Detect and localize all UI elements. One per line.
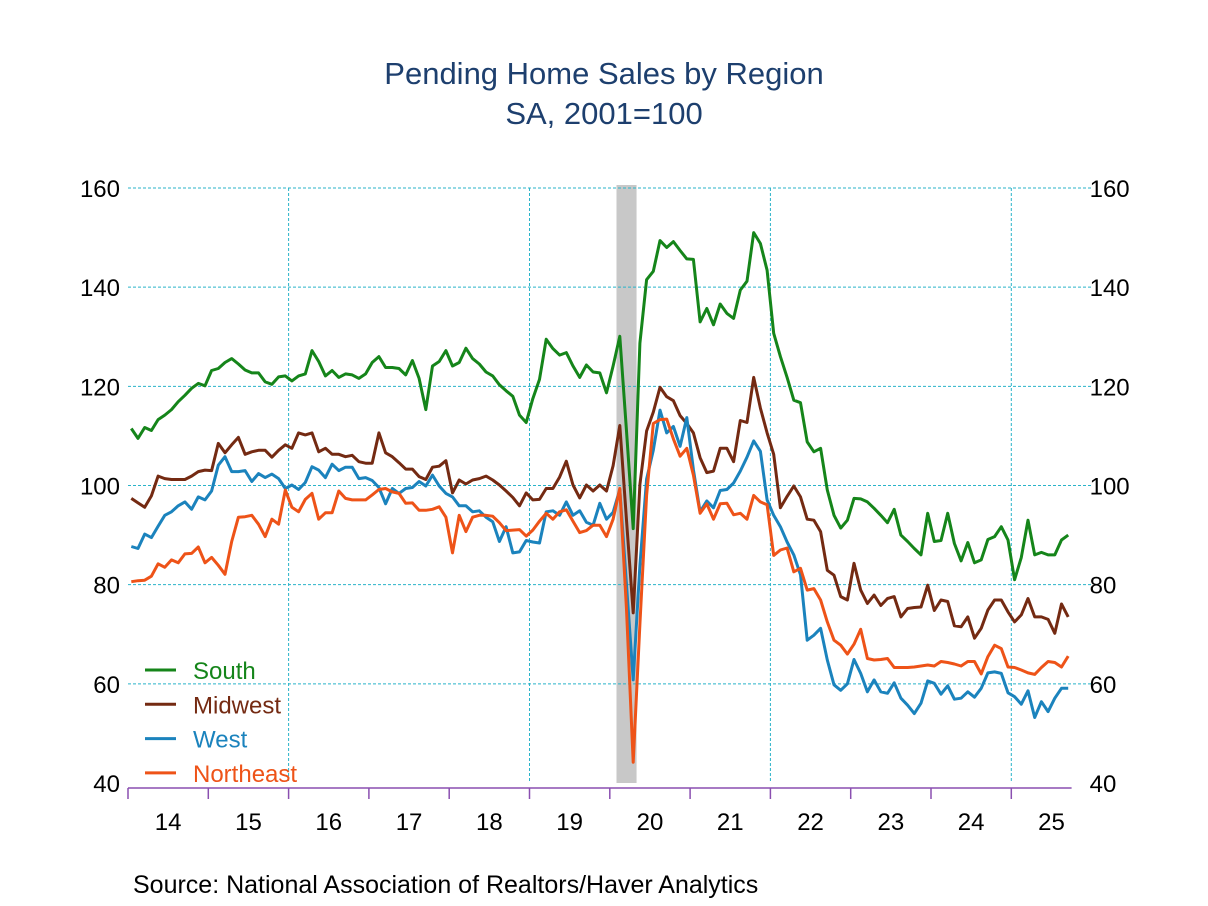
series-line-midwest (130, 375, 1070, 640)
y-tick-label-left: 120 (80, 374, 120, 401)
series-line-northeast (131, 417, 1070, 764)
legend-label-midwest: Midwest (193, 692, 281, 719)
y-tick-label-left: 60 (93, 672, 120, 699)
x-tick-label: 21 (717, 809, 744, 836)
y-tick-label-right: 160 (1090, 176, 1130, 203)
y-tick-label-left: 80 (93, 573, 120, 600)
y-tick-label-right: 140 (1090, 275, 1130, 302)
y-axis-left: 40 60 80 100 120 140 160 (80, 176, 120, 798)
legend-label-west: West (193, 727, 248, 754)
x-tick-label: 20 (637, 809, 664, 836)
x-tick-label: 17 (396, 809, 423, 836)
recession-shading-layer (616, 185, 637, 783)
y-tick-label-left: 40 (93, 771, 120, 798)
y-tick-label-left: 140 (80, 275, 120, 302)
x-tick-label: 22 (797, 809, 824, 836)
y-tick-label-right: 80 (1090, 573, 1117, 600)
series-line-west (130, 408, 1069, 719)
gridlines (128, 187, 1092, 783)
legend-label-south: South (193, 658, 256, 685)
chart-title: Pending Home Sales by Region (384, 56, 823, 91)
y-tick-label-left: 100 (80, 474, 120, 501)
y-tick-label-right: 40 (1090, 771, 1117, 798)
x-tick-label: 16 (315, 809, 342, 836)
series-line-south (130, 231, 1070, 582)
x-tick-label: 15 (235, 809, 262, 836)
source-note: Source: National Association of Realtors… (133, 871, 758, 899)
series-lines (130, 231, 1070, 764)
y-tick-label-right: 100 (1090, 474, 1130, 501)
x-tick-label: 23 (877, 809, 904, 836)
x-tick-label: 14 (155, 809, 182, 836)
y-tick-label-right: 60 (1090, 672, 1117, 699)
x-tick-label: 19 (556, 809, 583, 836)
x-tick-label: 24 (958, 809, 985, 836)
y-tick-label-right: 120 (1090, 374, 1130, 401)
recession-bar (616, 185, 637, 783)
legend: South Midwest West Northeast (145, 658, 297, 788)
x-axis: 14 15 16 17 18 19 20 21 22 23 24 25 (127, 787, 1072, 836)
x-tick-label: 25 (1038, 809, 1065, 836)
y-tick-label-left: 160 (80, 176, 120, 203)
chart-subtitle: SA, 2001=100 (505, 96, 702, 131)
x-tick-label: 18 (476, 809, 503, 836)
y-axis-right: 40 60 80 100 120 140 160 (1090, 176, 1130, 798)
legend-label-northeast: Northeast (193, 761, 297, 788)
